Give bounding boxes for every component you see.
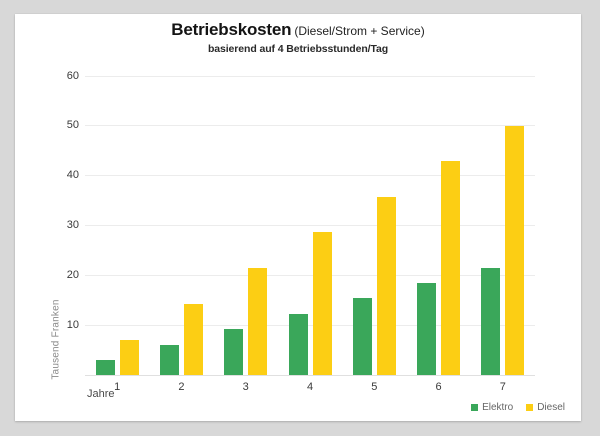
y-tick-label: 10 <box>66 318 79 331</box>
legend: Elektro Diesel <box>471 402 565 413</box>
legend-label-elektro: Elektro <box>482 402 514 413</box>
x-tick-label: 4 <box>306 381 314 393</box>
x-tick-label: 5 <box>371 381 378 393</box>
x-tick-label: 7 <box>499 381 506 393</box>
chart-title-line: Betriebskosten (Diesel/Strom + Service) <box>15 20 581 40</box>
legend-item-elektro: Elektro <box>471 402 513 413</box>
y-tick-label: 30 <box>66 219 79 231</box>
chart-header: Betriebskosten (Diesel/Strom + Service) b… <box>15 20 581 55</box>
grid-line <box>85 274 535 276</box>
chart-title: Betriebskosten <box>171 20 292 39</box>
grid-line <box>85 125 535 127</box>
x-tick-label: 3 <box>242 381 249 393</box>
x-axis-line <box>85 375 535 376</box>
grid-line <box>85 75 535 77</box>
x-axis-title: Jahre <box>87 388 115 400</box>
bar-diesel <box>376 197 396 375</box>
x-tick-label: 2 <box>178 381 185 393</box>
bar-elektro <box>481 267 501 375</box>
bar-diesel <box>441 161 461 375</box>
legend-swatch-diesel-icon <box>526 404 534 411</box>
bar-diesel <box>119 339 139 375</box>
bar-elektro <box>159 344 179 375</box>
chart-title-suffix: (Diesel/Strom + Service) <box>294 24 425 38</box>
chart-subtitle: basierend auf 4 Betriebsstunden/Tag <box>207 43 389 55</box>
bar-diesel <box>505 125 525 375</box>
bar-elektro <box>352 298 372 375</box>
grid-line <box>85 324 535 326</box>
legend-item-diesel: Diesel <box>526 402 565 413</box>
y-tick-label: 20 <box>66 268 79 281</box>
bar-elektro <box>417 283 437 375</box>
bar-diesel <box>312 232 332 375</box>
bar-elektro <box>224 329 244 375</box>
y-axis-title: Tausend Franken <box>50 299 62 380</box>
x-tick-label: 1 <box>114 381 121 393</box>
y-tick-label: 60 <box>66 69 79 82</box>
x-tick-label: 6 <box>435 381 442 393</box>
plot-area: 10 20 30 40 50 60 1 2 3 4 5 6 7 <box>15 14 581 421</box>
legend-swatch-elektro-icon <box>471 404 479 411</box>
y-tick-label: 40 <box>66 169 79 182</box>
bar-elektro <box>95 359 115 375</box>
bar-diesel <box>248 268 268 375</box>
grid-line <box>85 225 535 226</box>
bar-diesel <box>183 303 203 375</box>
grid-line <box>85 175 535 177</box>
bar-elektro <box>288 313 308 375</box>
chart-card: Betriebskosten (Diesel/Strom + Service) b… <box>15 14 581 421</box>
legend-label-diesel: Diesel <box>537 402 565 413</box>
y-tick-label: 50 <box>66 119 79 132</box>
